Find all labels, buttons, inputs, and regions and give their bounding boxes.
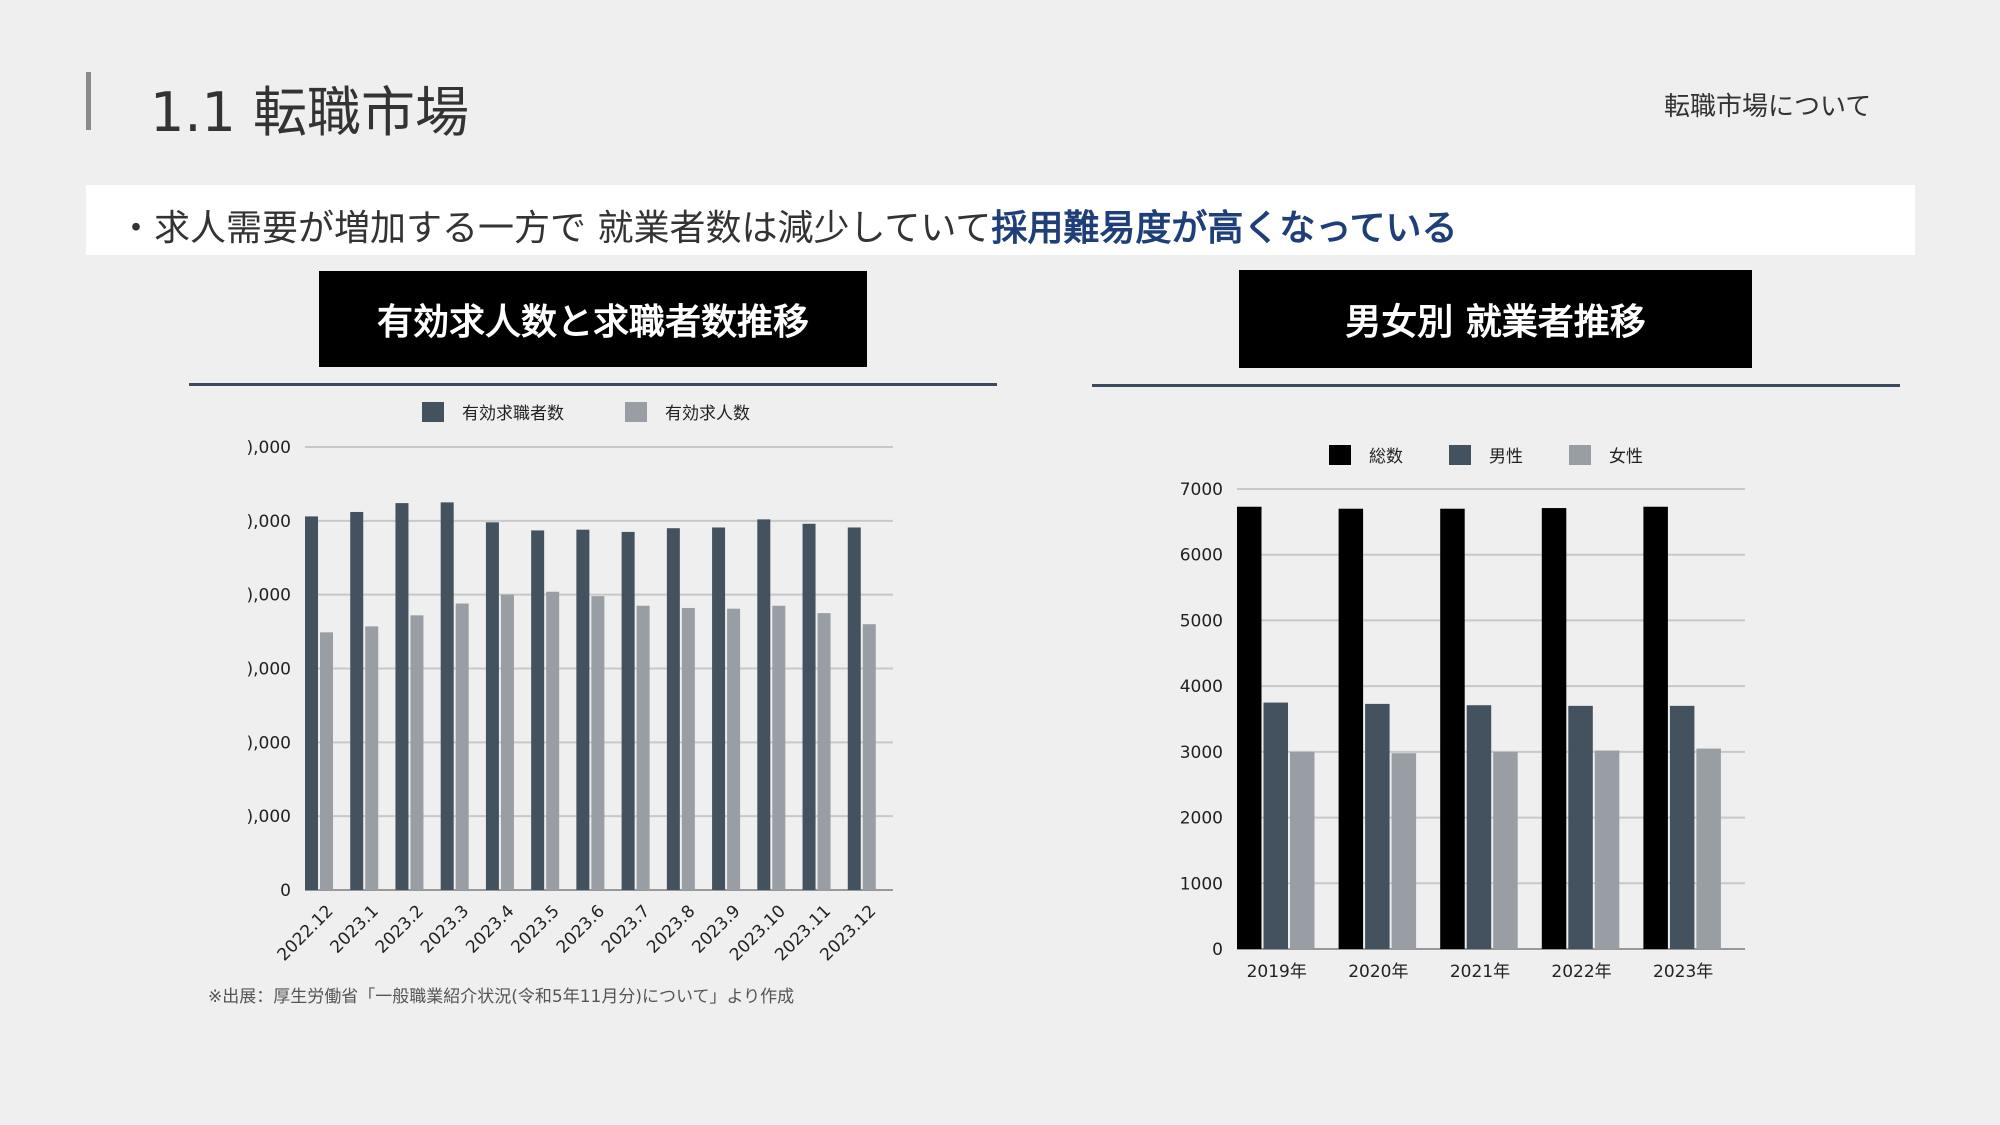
legend-label: 有効求職者数 — [462, 404, 564, 424]
bar-有効求職者数 — [576, 529, 590, 890]
legend-label: 有効求人数 — [665, 404, 750, 424]
bar-有効求人数 — [365, 626, 379, 890]
bar-男性 — [1365, 703, 1390, 949]
x-tick-label: 2021年 — [1450, 962, 1510, 982]
y-tick-label: 4000 — [1180, 677, 1223, 697]
bar-有効求人数 — [817, 613, 831, 890]
y-tick-label: 0 — [1212, 940, 1223, 960]
bar-総数 — [1440, 508, 1465, 949]
bar-男性 — [1669, 705, 1695, 949]
bar-女性 — [1493, 751, 1518, 949]
bar-有効求職者数 — [621, 531, 635, 890]
bar-女性 — [1391, 753, 1417, 949]
bar-有効求人数 — [320, 632, 333, 890]
bar-有効求職者数 — [305, 516, 318, 890]
bar-有効求人数 — [727, 608, 741, 890]
right-divider — [1092, 384, 1900, 387]
bar-有効求人数 — [591, 596, 605, 890]
section-label: 転職市場について — [1664, 92, 1872, 122]
title-accent-bar — [86, 72, 91, 130]
bar-有効求人数 — [772, 605, 786, 890]
y-tick-label: 7000 — [1180, 480, 1223, 500]
x-tick-label: 2019年 — [1247, 962, 1307, 982]
bar-有効求人数 — [862, 624, 876, 890]
bar-総数 — [1541, 508, 1567, 949]
bar-有効求職者数 — [757, 519, 771, 890]
y-tick-label: 3000 — [1180, 743, 1223, 763]
bar-総数 — [1643, 506, 1668, 949]
left-divider — [189, 383, 997, 386]
bar-女性 — [1290, 751, 1315, 949]
bar-有効求人数 — [455, 603, 469, 890]
y-tick-label: 6000 — [1180, 546, 1223, 566]
y-tick-label: ),000 — [247, 733, 291, 753]
bar-男性 — [1466, 705, 1492, 949]
y-tick-label: 0 — [280, 881, 291, 901]
bar-男性 — [1568, 705, 1593, 949]
source-footnote: ※出展：厚生労働省「一般職業紹介状況(令和5年11月分)について」より作成 — [208, 987, 795, 1007]
bar-有効求職者数 — [666, 528, 680, 890]
left-chart-title: 有効求人数と求職者数推移 — [319, 271, 867, 367]
legend-swatch — [625, 402, 647, 422]
bar-有効求人数 — [410, 615, 424, 890]
bar-有効求職者数 — [350, 511, 364, 890]
bar-女性 — [1594, 750, 1620, 949]
legend-label: 男性 — [1489, 447, 1523, 467]
page-title: 1.1 転職市場 — [150, 81, 470, 144]
legend-label: 女性 — [1609, 447, 1643, 467]
message-text: 求人需要が増加する一方で 就業者数は減少していて — [154, 208, 992, 249]
key-message-banner: ・求人需要が増加する一方で 就業者数は減少していて採用難易度が高くなっている — [86, 185, 1915, 255]
bar-有効求職者数 — [802, 523, 816, 890]
bar-女性 — [1696, 748, 1721, 949]
y-tick-label: 2000 — [1180, 809, 1223, 829]
legend-label: 総数 — [1369, 447, 1403, 467]
bar-有効求職者数 — [847, 527, 861, 890]
bar-有効求人数 — [681, 607, 695, 890]
y-tick-label: ),000 — [247, 660, 291, 680]
bullet: ・ — [118, 208, 155, 249]
x-tick-label: 2020年 — [1348, 962, 1408, 982]
y-tick-label: ),000 — [247, 512, 291, 532]
y-tick-label: ),000 — [247, 807, 291, 827]
bar-有効求人数 — [546, 591, 560, 890]
bar-総数 — [1338, 508, 1364, 949]
y-tick-label: ),000 — [247, 438, 291, 458]
legend-swatch — [422, 402, 444, 422]
message-highlight: 採用難易度が高くなっている — [991, 208, 1458, 249]
x-tick-label: 2023年 — [1653, 962, 1713, 982]
legend-swatch — [1329, 445, 1351, 465]
x-tick-label: 2022年 — [1551, 962, 1611, 982]
y-tick-label: 5000 — [1180, 611, 1223, 631]
legend-swatch — [1569, 445, 1591, 465]
bar-有効求職者数 — [440, 502, 454, 890]
legend-swatch — [1449, 445, 1471, 465]
bar-男性 — [1263, 702, 1288, 949]
bar-有効求職者数 — [395, 503, 409, 890]
bar-有効求職者数 — [531, 530, 545, 890]
bar-有効求職者数 — [485, 522, 499, 890]
bar-総数 — [1237, 506, 1262, 949]
bar-有効求職者数 — [712, 527, 726, 890]
y-tick-label: ),000 — [247, 586, 291, 606]
bar-有効求人数 — [500, 594, 514, 890]
y-tick-label: 1000 — [1180, 874, 1223, 894]
right-chart-title: 男女別 就業者推移 — [1239, 270, 1752, 368]
bar-有効求人数 — [636, 605, 650, 890]
